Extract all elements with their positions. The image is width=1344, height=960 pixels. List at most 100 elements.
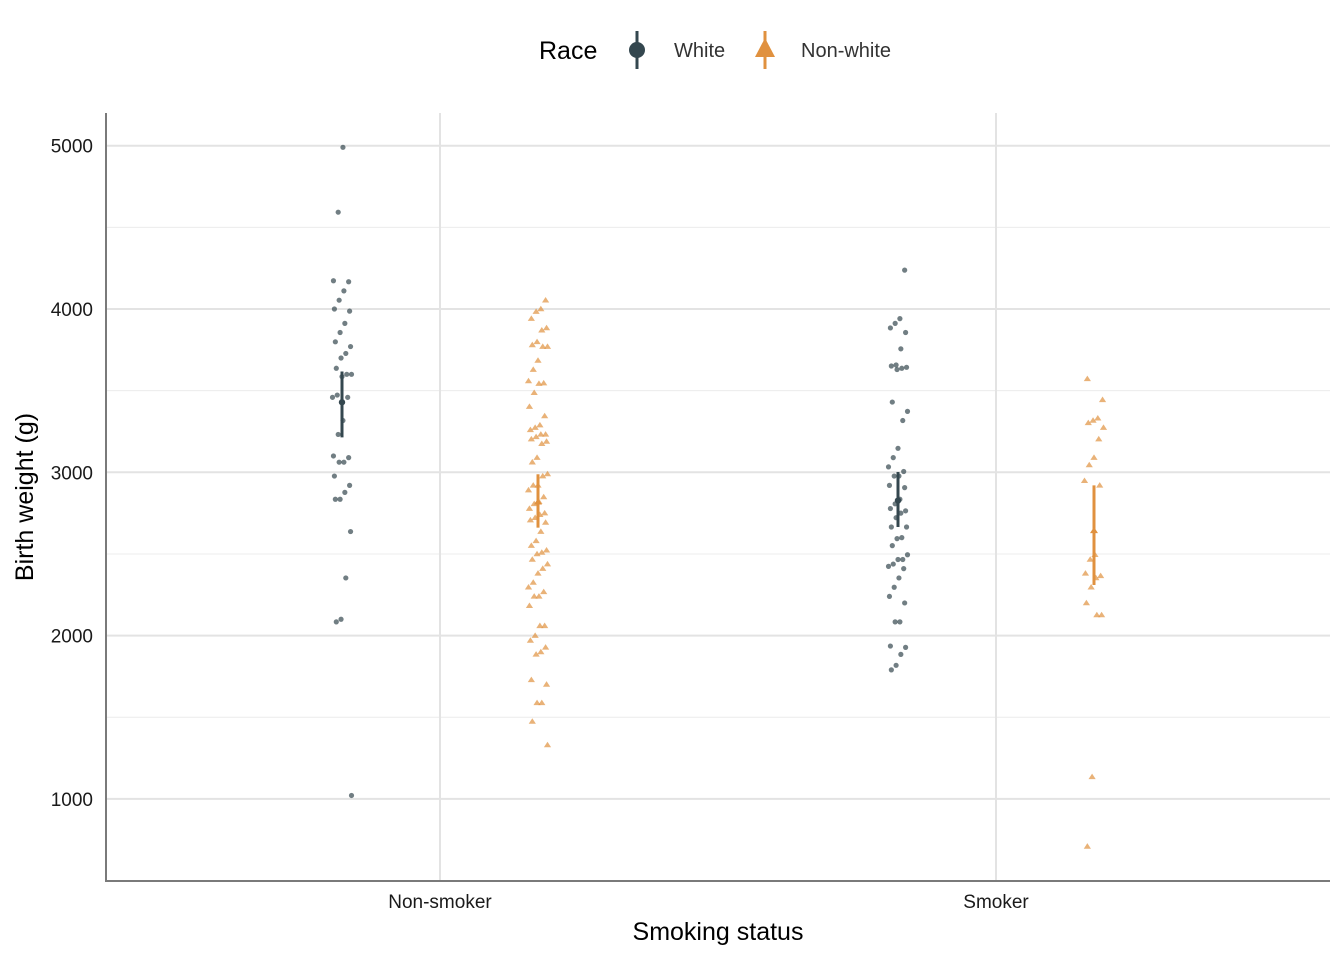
data-point bbox=[892, 320, 898, 326]
data-point bbox=[1084, 419, 1092, 426]
data-point bbox=[889, 399, 895, 405]
y-tick-label: 2000 bbox=[51, 627, 93, 648]
data-point bbox=[888, 363, 894, 369]
data-point bbox=[333, 365, 339, 371]
data-point bbox=[340, 144, 346, 150]
data-point bbox=[336, 297, 342, 303]
legend-title: Race bbox=[539, 37, 597, 65]
data-point bbox=[541, 509, 549, 516]
data-point bbox=[530, 593, 538, 599]
data-point bbox=[537, 528, 545, 534]
data-point bbox=[347, 308, 353, 314]
data-point bbox=[527, 542, 535, 548]
data-point bbox=[534, 570, 542, 576]
data-point bbox=[885, 563, 892, 569]
data-point bbox=[1090, 454, 1098, 460]
data-point bbox=[541, 412, 549, 419]
data-point bbox=[1097, 572, 1105, 579]
data-point bbox=[526, 516, 534, 523]
data-point bbox=[529, 482, 537, 488]
data-point bbox=[895, 556, 901, 563]
data-point bbox=[331, 306, 337, 312]
data-point bbox=[887, 643, 894, 649]
data-point bbox=[537, 305, 545, 312]
data-point bbox=[531, 424, 539, 430]
data-point bbox=[524, 486, 533, 493]
data-point bbox=[1098, 611, 1106, 618]
data-point bbox=[891, 584, 897, 590]
data-point bbox=[525, 403, 534, 409]
data-point bbox=[1088, 773, 1096, 780]
data-point bbox=[903, 524, 910, 530]
data-point bbox=[343, 350, 349, 357]
data-point bbox=[528, 556, 536, 562]
data-point bbox=[538, 440, 546, 446]
y-tick-label: 3000 bbox=[51, 463, 93, 484]
data-point bbox=[543, 741, 552, 748]
data-point bbox=[1089, 417, 1097, 423]
data-point bbox=[903, 329, 909, 336]
data-point bbox=[890, 455, 896, 461]
data-point bbox=[333, 619, 339, 625]
data-point bbox=[334, 392, 340, 398]
data-point bbox=[537, 431, 545, 437]
data-point bbox=[535, 380, 543, 386]
data-point bbox=[894, 366, 900, 373]
data-point bbox=[338, 616, 344, 622]
data-point bbox=[903, 644, 909, 650]
data-point bbox=[331, 473, 337, 479]
data-points bbox=[329, 144, 1108, 849]
data-point bbox=[1086, 556, 1094, 562]
y-tick-label: 1000 bbox=[51, 790, 93, 811]
data-point bbox=[1087, 584, 1095, 590]
data-point bbox=[530, 500, 538, 507]
data-point bbox=[904, 552, 911, 558]
data-point bbox=[896, 575, 902, 581]
data-point bbox=[899, 535, 905, 541]
data-point bbox=[895, 445, 901, 451]
data-point bbox=[901, 566, 907, 572]
data-point bbox=[540, 588, 548, 595]
data-point bbox=[542, 681, 551, 687]
data-point bbox=[342, 320, 348, 326]
x-axis-title: Smoking status bbox=[633, 918, 804, 946]
x-tick-label: Smoker bbox=[963, 892, 1029, 913]
data-point bbox=[903, 364, 910, 370]
data-point bbox=[347, 482, 353, 488]
mean-marker bbox=[894, 497, 902, 504]
data-point bbox=[529, 366, 537, 372]
data-point bbox=[529, 579, 537, 585]
data-point bbox=[891, 473, 897, 479]
y-tick-label: 4000 bbox=[51, 300, 93, 321]
data-point bbox=[538, 549, 546, 555]
data-point bbox=[894, 535, 900, 542]
data-point bbox=[532, 537, 540, 544]
data-point bbox=[1080, 477, 1089, 484]
data-point bbox=[542, 324, 551, 331]
data-point bbox=[890, 561, 896, 567]
data-point bbox=[902, 485, 908, 491]
data-point bbox=[1083, 843, 1091, 849]
axes: 1000 2000 3000 4000 5000 Non-smoker Smoker bbox=[51, 113, 1330, 913]
legend-key-circle bbox=[629, 42, 645, 58]
data-point bbox=[536, 421, 544, 428]
data-point bbox=[535, 593, 543, 599]
data-point bbox=[893, 662, 899, 668]
data-point bbox=[532, 308, 540, 314]
data-point bbox=[1095, 435, 1103, 442]
data-point bbox=[337, 496, 343, 502]
data-point bbox=[887, 325, 894, 331]
x-tick-label: Non-smoker bbox=[388, 892, 492, 913]
data-point bbox=[888, 524, 894, 530]
data-point bbox=[903, 508, 909, 514]
data-point bbox=[899, 365, 905, 371]
data-point bbox=[1093, 611, 1101, 618]
data-point bbox=[524, 377, 533, 384]
data-point bbox=[525, 505, 534, 511]
data-point bbox=[525, 602, 534, 608]
data-point bbox=[533, 699, 541, 706]
mean-marker bbox=[1090, 526, 1098, 534]
data-point bbox=[330, 278, 337, 284]
data-point bbox=[902, 600, 908, 606]
